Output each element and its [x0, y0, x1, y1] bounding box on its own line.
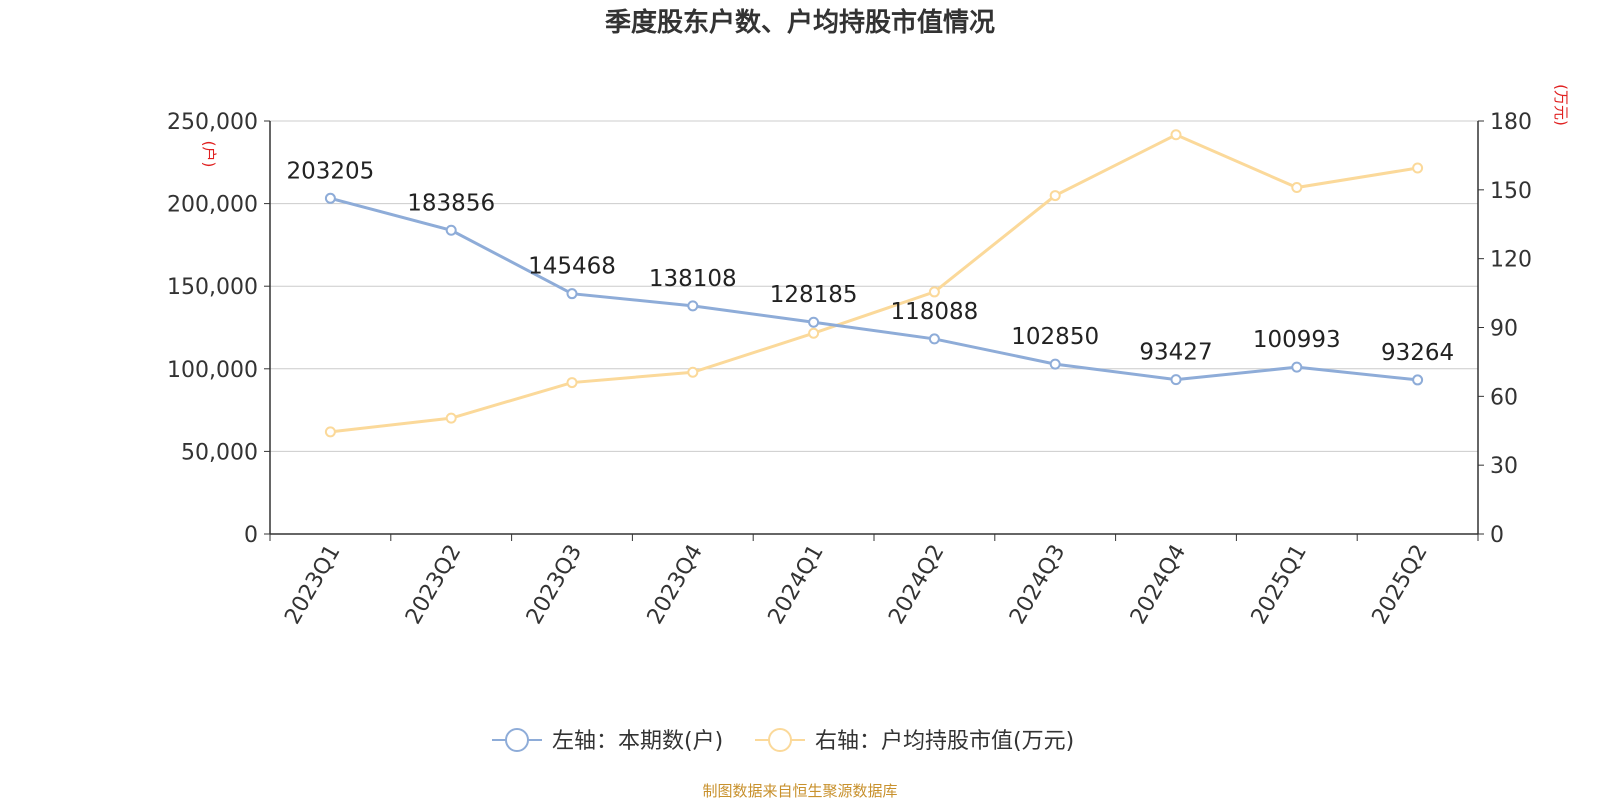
series-point-right: [1291, 182, 1303, 194]
right-axis-tick-label: 60: [1490, 385, 1518, 410]
series-line-right: [330, 133, 1418, 434]
series-point-right: [687, 366, 699, 378]
data-label-left: 100993: [1253, 327, 1341, 353]
x-axis-category-label: 2025Q2: [1367, 541, 1432, 629]
series-point-right: [928, 286, 940, 298]
series-point-left: [324, 192, 336, 204]
series-point-right: [1170, 129, 1182, 141]
data-label-left: 93264: [1381, 340, 1454, 366]
series-point-left: [1412, 374, 1424, 386]
series-point-right: [566, 377, 578, 389]
series-point-left: [1049, 358, 1061, 370]
x-axis-category-label: 2023Q1: [280, 541, 345, 629]
legend-label-left: 左轴：本期数(户): [552, 729, 723, 754]
left-axis-tick-label: 150,000: [167, 275, 258, 300]
left-axis-tick-label: 200,000: [167, 193, 258, 218]
series-point-left: [1170, 374, 1182, 386]
right-axis-tick-label: 150: [1490, 179, 1532, 204]
data-label-left: 118088: [890, 299, 978, 325]
series-point-right: [324, 426, 336, 438]
right-axis-tick-label: 120: [1490, 248, 1532, 273]
series-point-left: [808, 316, 820, 328]
series-point-right: [1049, 190, 1061, 202]
series-line-left: [330, 196, 1418, 382]
left-axis-tick-label: 50,000: [181, 440, 258, 465]
x-axis-category-label: 2023Q4: [643, 541, 708, 629]
legend-label-right: 右轴：户均持股市值(万元): [815, 729, 1074, 754]
series-point-right: [808, 327, 820, 339]
data-label-left: 145468: [528, 254, 616, 280]
right-axis-tick-label: 0: [1490, 523, 1504, 548]
data-label-left: 138108: [649, 266, 737, 292]
data-label-left: 102850: [1011, 324, 1099, 350]
series-point-left: [1291, 361, 1303, 373]
legend-marker-right: [768, 728, 792, 752]
left-axis-unit: (户): [200, 141, 218, 168]
data-label-left: 203205: [286, 158, 374, 184]
series-point-right: [1412, 162, 1424, 174]
series-point-left: [928, 333, 940, 345]
legend-marker-left: [505, 728, 529, 752]
left-axis-tick-label: 0: [244, 523, 258, 548]
x-axis-category-label: 2024Q4: [1126, 541, 1191, 629]
right-axis-tick-label: 180: [1490, 110, 1532, 135]
series-point-left: [445, 224, 457, 236]
data-label-left: 183856: [407, 190, 495, 216]
left-axis-tick-label: 100,000: [167, 358, 258, 383]
right-axis-unit: (万元): [1552, 84, 1570, 126]
series-point-left: [566, 288, 578, 300]
series-point-right: [445, 412, 457, 424]
x-axis-category-label: 2023Q3: [522, 541, 587, 629]
series-point-left: [687, 300, 699, 312]
data-label-left: 93427: [1139, 340, 1212, 366]
chart-title: 季度股东户数、户均持股市值情况: [604, 8, 995, 38]
x-axis-category-label: 2024Q1: [763, 541, 828, 629]
x-axis-category-label: 2024Q2: [884, 541, 949, 629]
x-axis-category-label: 2023Q2: [401, 541, 466, 629]
data-label-left: 128185: [770, 282, 858, 308]
left-axis-tick-label: 250,000: [167, 110, 258, 135]
x-axis-category-label: 2025Q1: [1247, 541, 1312, 629]
right-axis-tick-label: 30: [1490, 454, 1518, 479]
x-axis-category-label: 2024Q3: [1005, 541, 1070, 629]
right-axis-tick-label: 90: [1490, 317, 1518, 342]
data-source-note: 制图数据来自恒生聚源数据库: [702, 782, 898, 800]
